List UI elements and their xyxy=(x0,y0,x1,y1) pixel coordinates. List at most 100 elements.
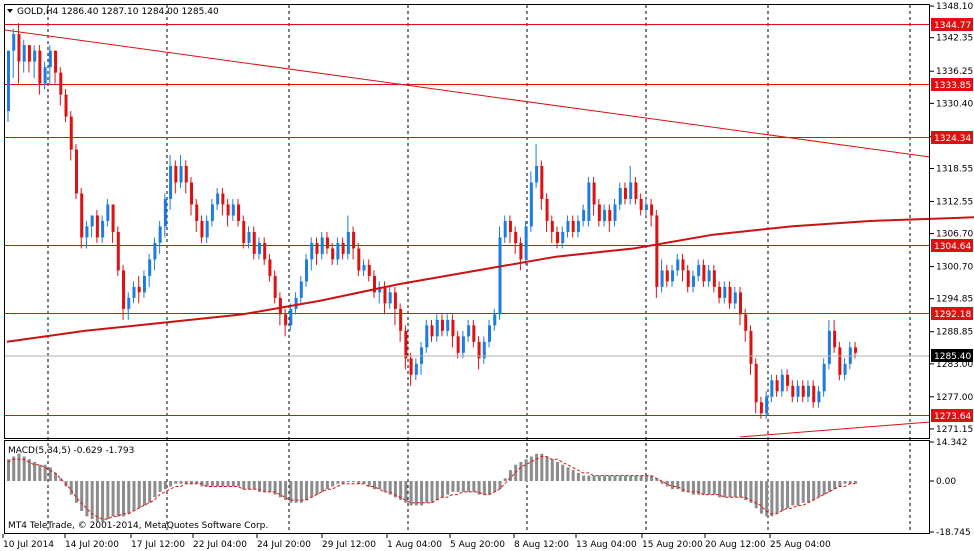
candle-body xyxy=(775,380,779,392)
macd-bar xyxy=(158,481,162,492)
macd-bar xyxy=(221,481,225,487)
macd-bar xyxy=(263,481,267,492)
macd-bar xyxy=(388,481,392,495)
level-label: 1304.64 xyxy=(934,242,971,252)
candle-body xyxy=(122,270,126,309)
candle-body xyxy=(780,374,784,392)
chevron-down-icon[interactable] xyxy=(7,9,13,13)
macd-bar xyxy=(299,481,303,503)
macd-bar xyxy=(294,481,298,503)
candle-body xyxy=(331,248,335,260)
time-tick-label: 17 Jul 12:00 xyxy=(131,540,185,550)
macd-bar xyxy=(817,481,821,498)
time-tick-label: 1 Aug 04:00 xyxy=(387,540,442,550)
candle-body xyxy=(493,314,497,326)
candle-body xyxy=(106,204,110,221)
candle-body xyxy=(142,275,146,293)
ascending-trendline xyxy=(739,421,931,438)
macd-bar xyxy=(723,481,727,498)
macd-bar xyxy=(273,481,277,495)
macd-tick-label: 14.342 xyxy=(936,438,968,448)
candle-body xyxy=(671,270,675,282)
candle-body xyxy=(435,319,439,337)
candle-body xyxy=(461,336,465,353)
candle-body xyxy=(822,363,826,392)
candle-body xyxy=(498,237,502,315)
macd-bar xyxy=(822,481,826,495)
candle-body xyxy=(362,264,366,271)
candle-body xyxy=(540,166,544,199)
macd-bar xyxy=(22,456,26,482)
macd-bar xyxy=(634,475,638,482)
macd-bar xyxy=(733,481,737,498)
candle-body xyxy=(346,231,350,254)
candle-body xyxy=(90,215,94,227)
candle-body xyxy=(806,385,810,397)
candle-body xyxy=(305,259,309,282)
time-tick-label: 20 Aug 12:00 xyxy=(705,540,766,550)
level-label: 1344.77 xyxy=(934,21,971,31)
candle-body xyxy=(582,209,586,221)
candle-body xyxy=(843,363,847,375)
level-label-bg xyxy=(931,409,973,422)
macd-bar xyxy=(430,481,434,503)
macd-bar xyxy=(404,481,408,503)
candle-body xyxy=(514,231,518,243)
current-price-badge: 1285.40 xyxy=(931,349,973,362)
macd-bar xyxy=(148,481,152,503)
macd-bar xyxy=(477,481,481,495)
macd-bar xyxy=(498,481,502,490)
copyright-text: MT4 TeleTrade, © 2001-2014, MetaQuotes S… xyxy=(8,521,268,531)
macd-bar xyxy=(320,481,324,492)
macd-bar xyxy=(508,470,512,482)
symbol-info: GOLD,H4 1286.40 1287.10 1284.00 1285.40 xyxy=(17,7,219,17)
macd-histogram xyxy=(7,453,858,522)
candle-body xyxy=(299,281,303,298)
macd-bar xyxy=(524,459,528,482)
time-axis: 10 Jul 2014 14 Jul 20:00 17 Jul 12:00 22 Ju… xyxy=(2,534,831,550)
candle-body xyxy=(608,209,612,221)
candle-body xyxy=(754,363,758,403)
candle-body xyxy=(644,204,648,210)
macd-bar xyxy=(268,481,272,492)
macd-bar xyxy=(90,481,94,520)
macd-bar xyxy=(775,481,779,514)
descending-trendline xyxy=(4,29,931,158)
candle-body xyxy=(27,45,31,62)
candles xyxy=(7,23,858,419)
candle-body xyxy=(409,358,413,375)
macd-bar xyxy=(639,475,643,482)
macd-bar xyxy=(399,481,403,501)
candle-body xyxy=(566,220,570,232)
candle-body xyxy=(519,242,523,260)
time-tick-label: 25 Aug 04:00 xyxy=(770,540,831,550)
macd-bar xyxy=(80,481,84,511)
candle-body xyxy=(200,220,204,238)
macd-bar xyxy=(806,481,810,503)
level-label-bg xyxy=(931,131,973,144)
macd-bar xyxy=(691,481,695,495)
level-label-bg xyxy=(931,307,973,320)
price-tick-label: 1294.85 xyxy=(936,295,973,305)
macd-axis: 14.342 0.00 -18.745 xyxy=(930,438,971,538)
macd-tick-label: 0.00 xyxy=(936,477,956,487)
macd-bar xyxy=(660,481,664,484)
time-tick-label: 10 Jul 2014 xyxy=(3,540,54,550)
level-labels: 1344.77 1333.85 1324.34 1304.64 1292.18 1273.… xyxy=(931,18,973,422)
macd-bar xyxy=(231,481,235,487)
macd-bar xyxy=(336,481,340,484)
candle-body xyxy=(603,209,607,221)
candle-body xyxy=(95,215,99,238)
grid-lines xyxy=(47,5,911,533)
time-tick-label: 13 Aug 04:00 xyxy=(576,540,637,550)
candle-body xyxy=(550,220,554,232)
candle-body xyxy=(378,286,382,293)
candle-body xyxy=(660,270,664,287)
price-tick-label: 1283.00 xyxy=(936,360,973,370)
candle-body xyxy=(132,286,136,298)
price-tick-label: 1330.40 xyxy=(936,99,973,109)
macd-bar xyxy=(383,481,387,492)
candle-body xyxy=(268,259,272,276)
macd-bar xyxy=(195,481,199,484)
